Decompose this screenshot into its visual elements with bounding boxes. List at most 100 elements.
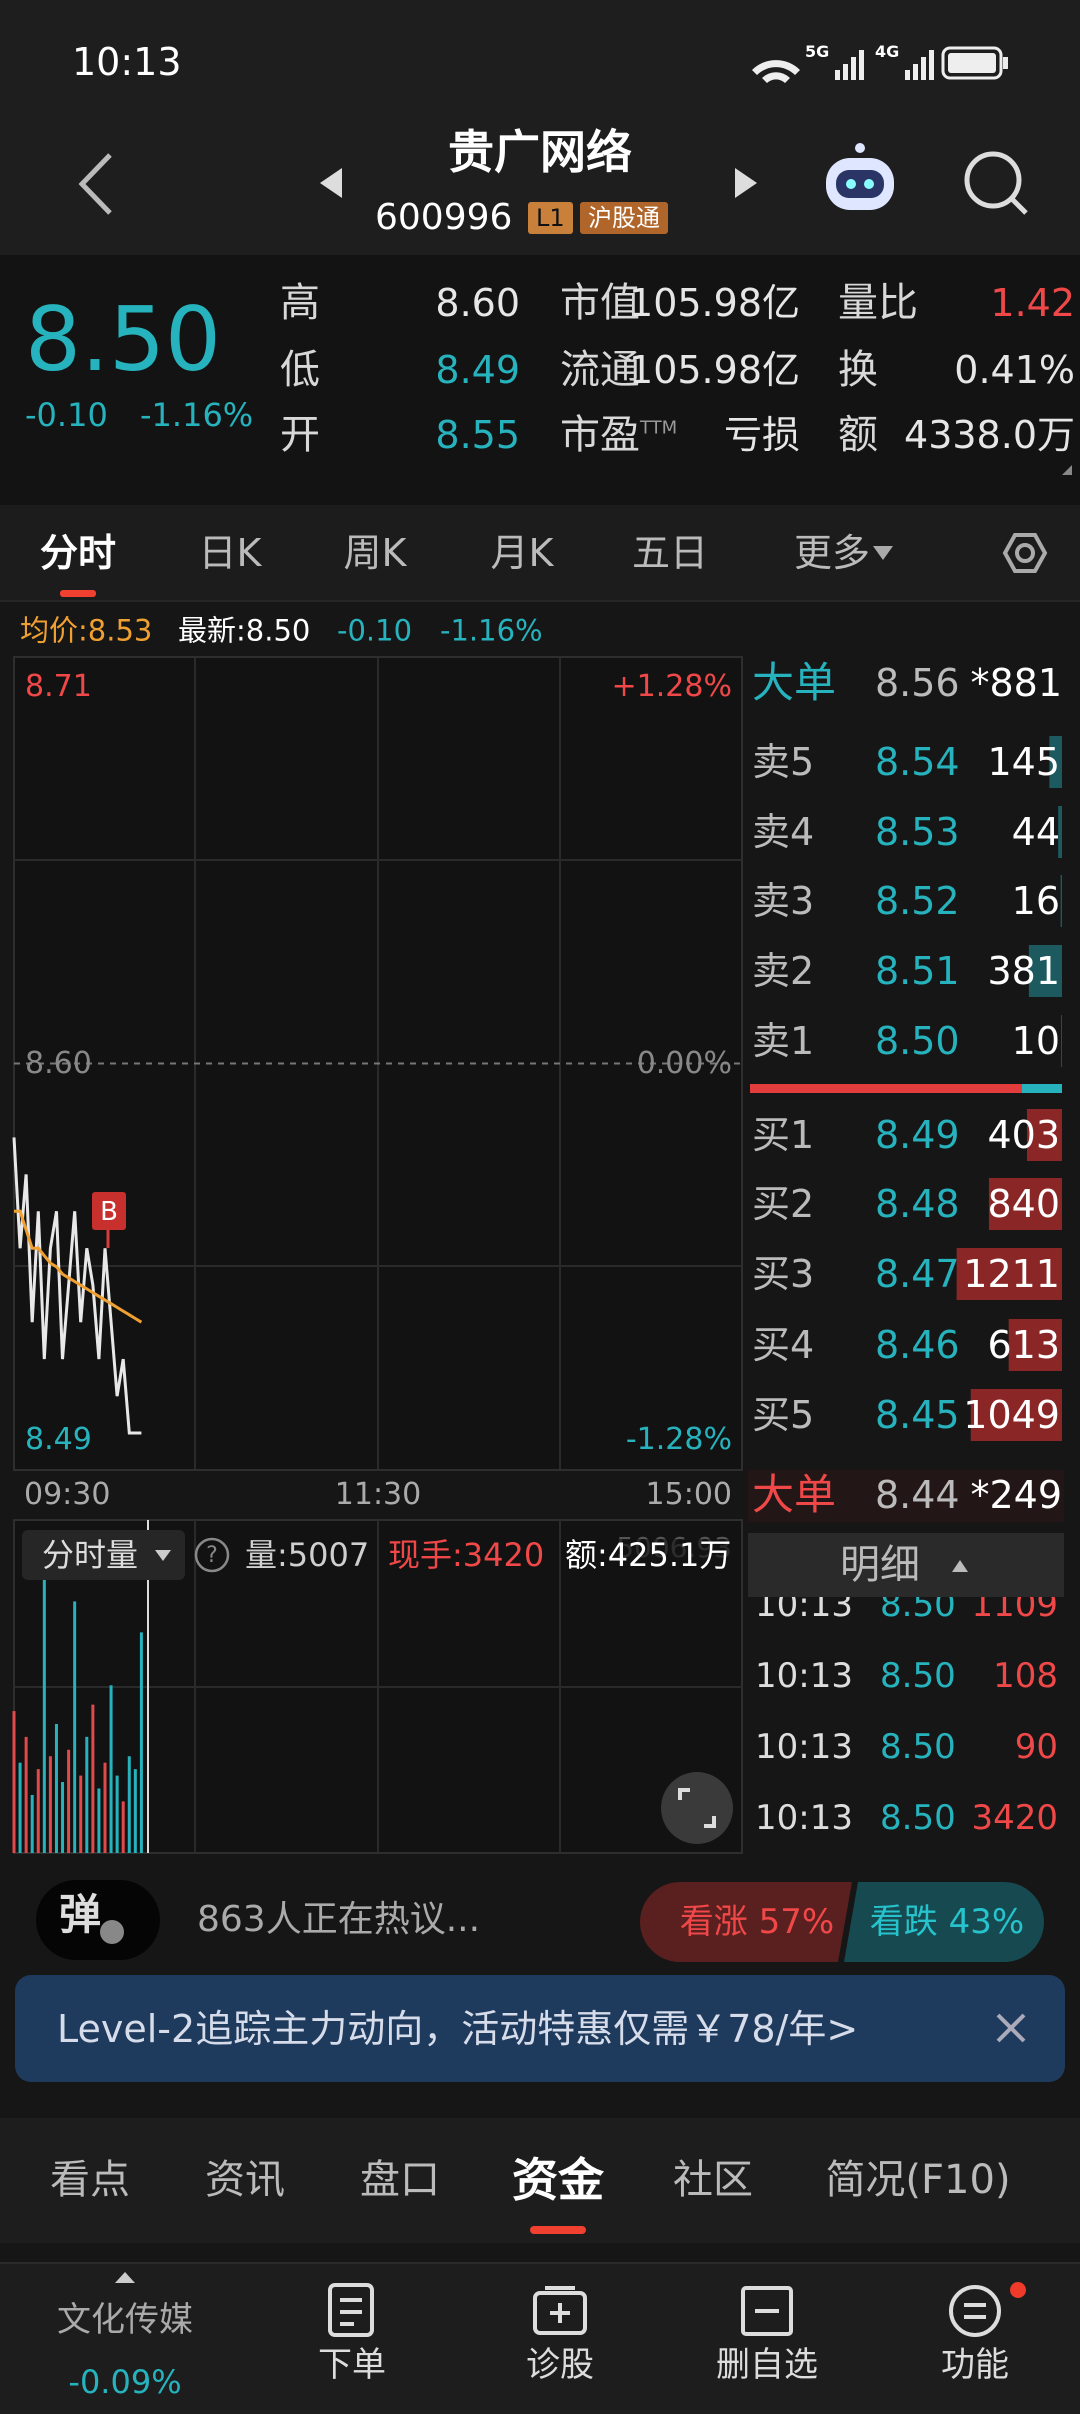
period-tab[interactable]: 周K [343,531,407,575]
bear-button[interactable] [844,1882,1044,1962]
signal-bar [913,64,918,80]
stat-label: 开 [280,412,320,458]
stat-label: 换 [838,347,878,393]
danmaku-toggle[interactable] [36,1880,160,1960]
trade-time: 10:13 [755,1656,853,1696]
depth-bar [1008,1319,1062,1371]
price-line [14,1209,143,1324]
volume-bar [67,1749,71,1853]
fullscreen-button[interactable] [661,1772,733,1844]
bear-label[interactable]: 看跌 43% [869,1902,1025,1942]
big-order-label: 大单 [752,1470,837,1519]
tabs-bg [0,505,1080,602]
badge: L1 [528,202,573,234]
sort-arrow [952,1560,968,1572]
y2-tick-label: 0.00% [636,1045,732,1081]
assistant-robot[interactable] [826,143,894,210]
stat-label: 低 [280,347,320,393]
stat-value: 0.41% [954,348,1075,392]
nav-label[interactable]: 诊股 [526,2345,594,2385]
period-tab[interactable]: 更多 [793,531,871,575]
discussion-text[interactable]: 863人正在热议... [197,1899,481,1940]
stat-label: 市盈TTM [560,412,678,458]
trade-time: 10:13 [755,1597,853,1625]
level-volume: 1049 [963,1393,1060,1437]
function-icon[interactable] [949,2285,1001,2337]
section-tab[interactable]: 资金 [512,2153,604,2207]
period-tab[interactable]: 月K [490,531,554,575]
stat-value: 4338.0万 [904,413,1075,457]
trade-marker-label: B [100,1197,118,1227]
section-tab[interactable]: 简况(F10) [825,2157,1011,2203]
volume-selector[interactable] [22,1530,185,1580]
section-tab[interactable]: 看点 [50,2157,130,2203]
price-change-pct: -1.16% [140,396,254,434]
period-tab[interactable]: 分时 [39,531,117,575]
stock-code: 600996 [375,197,513,238]
volume-bar [73,1601,77,1853]
depth-bar [1028,945,1062,997]
level-label: 卖4 [752,810,815,854]
x-tick-label: 09:30 [24,1477,111,1512]
volume-bar [54,1723,58,1853]
battery-level [948,53,996,73]
status-time: 10:13 [72,40,182,84]
trade-price: 8.50 [880,1798,956,1838]
order-icon[interactable] [328,2283,374,2337]
sector-name[interactable]: 文化传媒 [57,2300,193,2340]
level-volume: 381 [987,949,1060,993]
volume-bar [97,1788,101,1853]
stat-label: 额 [838,412,878,458]
section-tab[interactable]: 社区 [673,2157,753,2203]
nav-label[interactable]: 下单 [318,2345,386,2385]
level-volume: 613 [987,1323,1060,1367]
dropdown-arrow [155,1550,171,1561]
diagnose-icon[interactable] [533,2291,587,2335]
depth-bar [1026,1109,1062,1161]
sector-arrow [115,2272,135,2283]
volume-stat: 额:425.1万 [565,1536,732,1574]
price-line [12,1137,142,1435]
signal-bar [905,70,910,80]
depth-bar [1060,875,1062,927]
stat-label-sup: TTM [640,417,678,439]
section-tab[interactable]: 盘口 [360,2157,440,2203]
help-icon[interactable] [194,1537,230,1573]
level-volume: 16 [1011,879,1060,923]
bull-button[interactable] [640,1882,852,1962]
bull-label[interactable]: 看涨 57% [679,1902,835,1942]
big-order-price: 8.56 [875,661,960,705]
search-button[interactable] [964,151,1028,215]
y-tick-label: 8.71 [25,669,92,704]
depth-bar [1049,736,1062,788]
next-stock[interactable] [735,168,757,198]
banner-text[interactable]: Level-2追踪主力动向，活动特惠仅需￥78/年> [57,2007,859,2051]
level-price: 8.49 [875,1113,960,1157]
banner-close[interactable] [996,2013,1026,2043]
avg-price: 均价:8.53 [20,613,153,648]
depth-bar [970,1389,1062,1441]
nav-label[interactable]: 功能 [941,2345,1009,2385]
stat-value: 105.98亿 [629,348,800,392]
prev-stock[interactable] [320,168,342,198]
battery [941,46,1003,80]
trades-title[interactable]: 明细 [840,1542,920,1588]
section-tab[interactable]: 资讯 [205,2157,285,2203]
level-volume: 44 [1011,810,1060,854]
volume-selector-label[interactable]: 分时量 [41,1536,139,1574]
network-label: 4G [875,42,900,61]
promo-banner[interactable] [15,1975,1065,2082]
back-button[interactable] [78,153,112,215]
stock-name: 贵广网络 [448,125,632,179]
period-tab[interactable]: 日K [198,531,262,575]
price-change: -0.10 [25,396,108,434]
help-label[interactable]: ? [206,1543,218,1568]
bottom-nav-bg [0,2262,1080,2414]
level-price: 8.48 [875,1182,960,1226]
level-price: 8.51 [875,949,960,993]
chart-settings[interactable] [1002,533,1048,573]
level-label: 买1 [752,1113,815,1157]
nav-label[interactable]: 删自选 [716,2345,818,2385]
remove-watch-icon[interactable] [741,2286,793,2336]
period-tab[interactable]: 五日 [631,531,709,575]
